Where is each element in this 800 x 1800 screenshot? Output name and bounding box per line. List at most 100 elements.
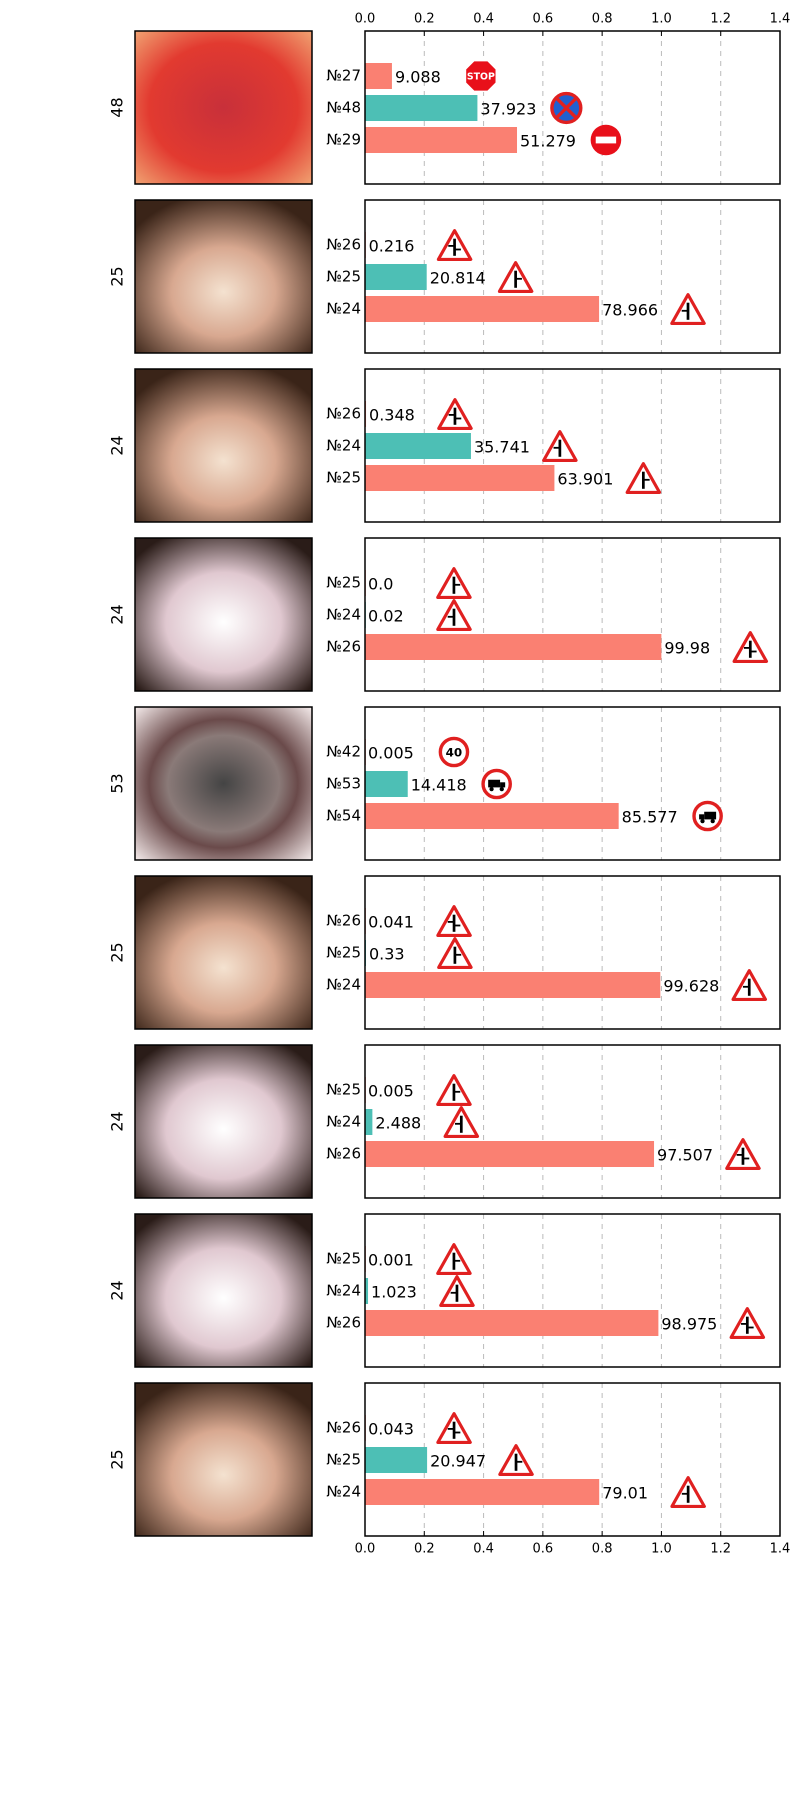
- x-tick-label: 1.2: [710, 1542, 731, 1557]
- bar: [365, 1479, 600, 1505]
- bar: [365, 296, 600, 322]
- bar: [365, 63, 392, 89]
- bar: [365, 634, 662, 660]
- sample-image: [134, 30, 313, 185]
- sign-icon: [436, 566, 472, 600]
- sign-icon: [550, 91, 583, 125]
- value-label: 9.088: [395, 68, 441, 87]
- value-label: 0.005: [368, 1082, 414, 1101]
- value-label: 37.923: [480, 100, 536, 119]
- category-label: №26: [326, 1145, 361, 1163]
- bar: [365, 95, 478, 121]
- category-label: №25: [326, 1451, 361, 1469]
- value-label: 97.507: [657, 1146, 713, 1165]
- y-axis-label: 53: [108, 773, 127, 793]
- category-label: №26: [326, 405, 361, 423]
- y-axis-label: 24: [108, 1280, 127, 1300]
- category-label: №25: [326, 1250, 361, 1268]
- plot-frame: [364, 1044, 781, 1199]
- sign-icon: [497, 260, 534, 294]
- x-tick-label: 0.0: [355, 12, 376, 27]
- y-axis-label: 24: [108, 1111, 127, 1131]
- x-tick-label: 0.8: [592, 12, 613, 27]
- value-label: 85.577: [622, 808, 678, 827]
- value-label: 78.966: [602, 301, 658, 320]
- plot-frame: [364, 875, 781, 1030]
- bar: [365, 465, 555, 491]
- value-label: 14.418: [411, 776, 467, 795]
- plot-frame: [364, 1213, 781, 1368]
- category-label: №24: [326, 606, 361, 624]
- category-label: №25: [326, 268, 361, 286]
- sign-icon: [725, 1137, 761, 1171]
- plot-frame: [364, 537, 781, 692]
- category-label: №25: [326, 469, 361, 487]
- value-label: 0.0: [368, 575, 393, 594]
- category-label: №25: [326, 1081, 361, 1099]
- sample-image: [134, 875, 313, 1030]
- x-tick-label: 0.2: [414, 12, 435, 27]
- y-axis-label: 24: [108, 435, 127, 455]
- y-axis-label: 48: [108, 97, 127, 117]
- category-label: №53: [326, 775, 361, 793]
- bar: [365, 803, 619, 829]
- x-tick-label: 1.4: [770, 1542, 791, 1557]
- x-tick-label: 0.2: [414, 1542, 435, 1557]
- sign-icon: [443, 1105, 480, 1139]
- sign-icon: [436, 1073, 472, 1107]
- sample-image: [134, 368, 313, 523]
- bar: [365, 1109, 373, 1135]
- value-label: 79.01: [602, 1484, 648, 1503]
- value-label: 0.216: [369, 237, 415, 256]
- sign-icon: [438, 736, 470, 768]
- sample-image: [134, 1213, 313, 1368]
- sign-icon: [729, 1306, 766, 1340]
- sign-icon: [437, 397, 473, 431]
- sign-icon: [439, 1274, 475, 1308]
- sign-icon: [464, 60, 497, 92]
- category-label: №24: [326, 437, 361, 455]
- bar: [365, 264, 427, 290]
- x-tick-label: 0.6: [533, 1542, 554, 1557]
- plot-frame: [364, 706, 781, 861]
- category-label: №26: [326, 236, 361, 254]
- bar: [365, 127, 518, 153]
- value-label: 63.901: [557, 470, 613, 489]
- value-label: 0.041: [368, 913, 414, 932]
- value-label: 0.33: [369, 945, 405, 964]
- x-tick-label: 1.2: [710, 12, 731, 27]
- plot-frame: [364, 199, 781, 354]
- value-label: 1.023: [371, 1283, 417, 1302]
- sign-icon: [692, 800, 724, 832]
- sign-icon: [670, 1475, 706, 1509]
- sign-icon: [437, 936, 473, 970]
- sign-icon: [436, 904, 472, 938]
- sign-icon: [436, 228, 473, 262]
- value-label: 51.279: [520, 132, 576, 151]
- sign-icon: [542, 429, 578, 463]
- sample-image: [134, 1382, 313, 1537]
- category-label: №24: [326, 1113, 361, 1131]
- sample-image: [134, 706, 313, 861]
- x-tick-label: 1.4: [770, 12, 791, 27]
- sign-icon: [670, 292, 706, 326]
- category-label: №25: [326, 944, 361, 962]
- value-label: 20.814: [430, 269, 486, 288]
- sign-icon: [436, 598, 472, 632]
- bar: [365, 771, 408, 797]
- value-label: 98.975: [661, 1315, 717, 1334]
- y-axis-label: 25: [108, 1449, 127, 1469]
- sign-icon: [732, 630, 769, 664]
- bar: [365, 1141, 655, 1167]
- x-tick-label: 0.4: [473, 1542, 494, 1557]
- sign-icon: [625, 461, 662, 495]
- y-axis-label: 25: [108, 266, 127, 286]
- value-label: 0.001: [368, 1251, 414, 1270]
- category-label: №24: [326, 1483, 361, 1501]
- x-tick-label: 1.0: [651, 1542, 672, 1557]
- sign-icon: [436, 1411, 472, 1445]
- category-label: №42: [326, 743, 361, 761]
- category-label: №54: [326, 807, 361, 825]
- y-axis-label: 25: [108, 942, 127, 962]
